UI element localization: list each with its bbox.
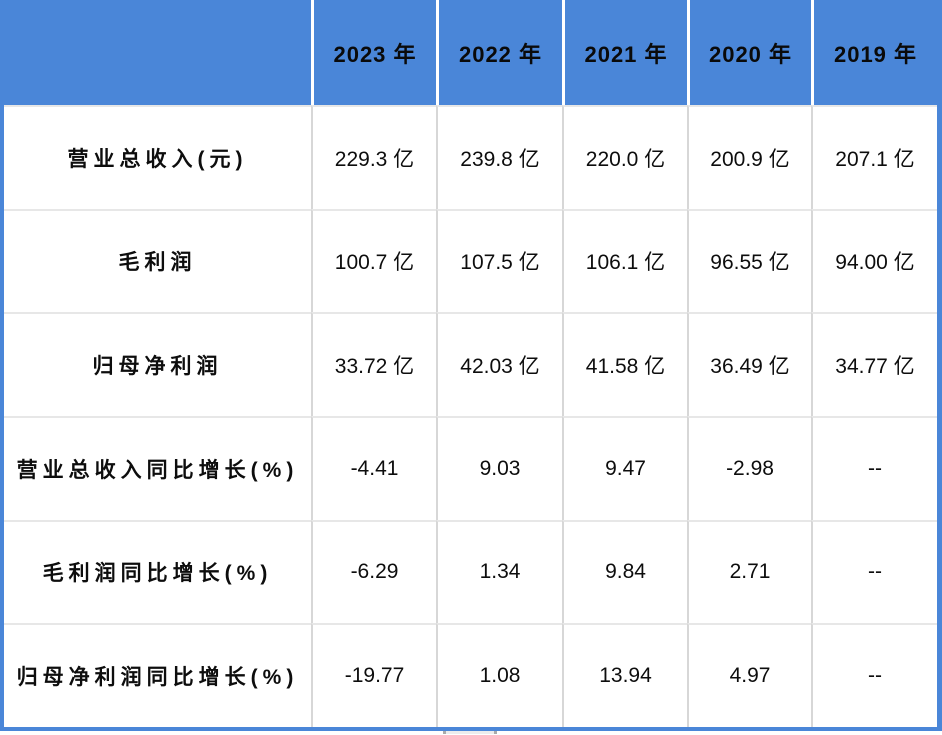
table-cell: 200.9 亿 bbox=[687, 105, 811, 209]
table-cell: -- bbox=[811, 415, 937, 520]
table-cell: 9.03 bbox=[436, 415, 562, 520]
corner-header bbox=[4, 0, 311, 105]
row-label-total-revenue: 营业总收入(元) bbox=[4, 105, 311, 209]
column-header-2022: 2022 年 bbox=[436, 0, 562, 105]
table-cell: -4.41 bbox=[311, 415, 436, 520]
row-label-gross-profit: 毛利润 bbox=[4, 208, 311, 313]
scrollbar-track[interactable] bbox=[446, 731, 494, 734]
table-cell: 1.34 bbox=[436, 519, 562, 624]
table-cell: 94.00 亿 bbox=[811, 208, 937, 313]
column-header-2021: 2021 年 bbox=[562, 0, 687, 105]
table-cell: 4.97 bbox=[687, 623, 811, 727]
table-cell: 9.47 bbox=[562, 415, 687, 520]
table-cell: 207.1 亿 bbox=[811, 105, 937, 209]
table-cell: 107.5 亿 bbox=[436, 208, 562, 313]
table-cell: 239.8 亿 bbox=[436, 105, 562, 209]
table-cell: 9.84 bbox=[562, 519, 687, 624]
table-cell: -19.77 bbox=[311, 623, 436, 727]
table-cell: 96.55 亿 bbox=[687, 208, 811, 313]
table-cell: 220.0 亿 bbox=[562, 105, 687, 209]
table-cell: 33.72 亿 bbox=[311, 312, 436, 416]
column-header-2023: 2023 年 bbox=[311, 0, 436, 105]
scrollbar-right-arrow[interactable] bbox=[494, 731, 497, 734]
table-cell: 100.7 亿 bbox=[311, 208, 436, 313]
horizontal-scrollbar[interactable] bbox=[443, 731, 497, 734]
column-header-2020: 2020 年 bbox=[687, 0, 811, 105]
row-label-net-profit: 归母净利润 bbox=[4, 312, 311, 416]
row-label-gross-profit-yoy-growth: 毛利润同比增长(%) bbox=[4, 519, 311, 624]
table-cell: 41.58 亿 bbox=[562, 312, 687, 416]
table-cell: 2.71 bbox=[687, 519, 811, 624]
row-label-net-profit-yoy-growth: 归母净利润同比增长(%) bbox=[4, 623, 311, 727]
table-cell: -- bbox=[811, 623, 937, 727]
table-cell: 34.77 亿 bbox=[811, 312, 937, 416]
table-cell: 1.08 bbox=[436, 623, 562, 727]
table-cell: 229.3 亿 bbox=[311, 105, 436, 209]
table-cell: 106.1 亿 bbox=[562, 208, 687, 313]
table-cell: -- bbox=[811, 519, 937, 624]
table-cell: -6.29 bbox=[311, 519, 436, 624]
row-label-revenue-yoy-growth: 营业总收入同比增长(%) bbox=[4, 415, 311, 520]
table-cell: 36.49 亿 bbox=[687, 312, 811, 416]
column-header-2019: 2019 年 bbox=[811, 0, 937, 105]
table-cell: 13.94 bbox=[562, 623, 687, 727]
table-cell: -2.98 bbox=[687, 415, 811, 520]
scrollbar-left-arrow[interactable] bbox=[443, 731, 446, 734]
table-cell: 42.03 亿 bbox=[436, 312, 562, 416]
